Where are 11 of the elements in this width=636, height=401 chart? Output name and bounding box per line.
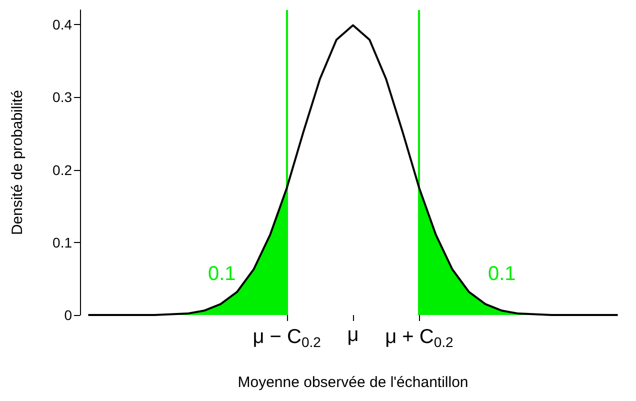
annotation: 0.1 (488, 263, 516, 285)
y-tick-label: 0.4 (52, 16, 72, 33)
annotation: 0.1 (208, 263, 236, 285)
y-tick-label: 0.1 (52, 234, 72, 250)
y-tick-label: 0.3 (52, 89, 72, 106)
line-series (87, 24, 619, 316)
y-axis-title: Densité de probabilité (9, 90, 26, 236)
x-axis-title: Moyenne observée de l'échantillon (238, 374, 468, 391)
y-tick-label: 0 (64, 307, 72, 323)
y-tick-label: 0.2 (52, 162, 72, 178)
x-tick-label: μ (347, 324, 359, 346)
